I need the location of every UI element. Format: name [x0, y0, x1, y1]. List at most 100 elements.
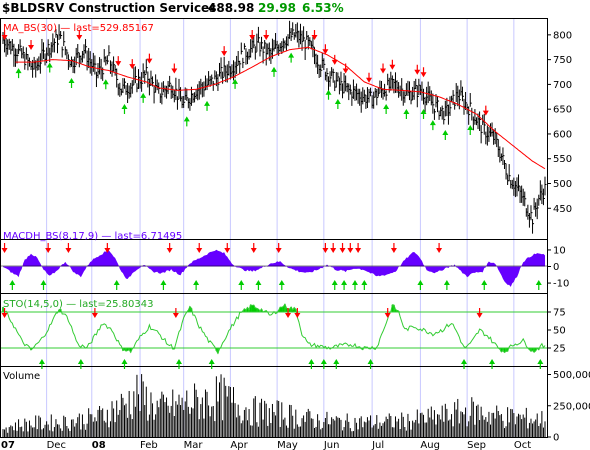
- x-tick-label: May: [277, 440, 298, 450]
- sell-arrow-icon: [339, 243, 346, 253]
- buy-arrow-icon: [467, 125, 474, 136]
- x-tick-label: Oct: [514, 440, 531, 450]
- buy-arrow-icon: [204, 100, 211, 111]
- sell-arrow-icon: [171, 63, 178, 74]
- x-axis: 07 Dec 08 Feb Mar Apr May Jun Jul Aug Sep Oct: [1, 440, 531, 450]
- y-tick-label: 650: [553, 105, 572, 116]
- y-tick-label: 0: [553, 262, 559, 273]
- chart-title: $BLDSRV Construction Services: [2, 1, 216, 15]
- sell-arrow-icon: [322, 44, 329, 55]
- buy-arrow-icon: [383, 103, 390, 114]
- buy-arrow-icon: [102, 79, 109, 90]
- buy-arrow-icon: [417, 280, 424, 290]
- sell-arrow-icon: [311, 30, 318, 40]
- buy-arrow-icon: [535, 280, 542, 290]
- buy-arrow-icon: [160, 280, 167, 290]
- sell-arrow-icon: [342, 63, 349, 74]
- x-tick-label: 08: [92, 440, 106, 450]
- y-tick-label: 0: [553, 433, 559, 444]
- buy-arrow-icon: [232, 78, 239, 89]
- x-tick-label: 07: [1, 440, 15, 450]
- buy-arrow-icon: [68, 77, 75, 88]
- sell-arrow-icon: [104, 243, 111, 253]
- sell-arrow-icon: [91, 308, 98, 318]
- y-tick-label: 10: [553, 245, 566, 256]
- buy-arrow-icon: [333, 359, 340, 369]
- sell-arrow-icon: [196, 243, 203, 253]
- y-tick-label: 250,000: [553, 401, 590, 412]
- sell-arrow-icon: [330, 243, 337, 253]
- buy-arrow-icon: [46, 62, 53, 73]
- signal-arrows: [1, 30, 544, 369]
- y-tick-label: -10: [553, 279, 569, 290]
- y-ticks: 800 750 700 650 600 550 500 450 10 0 -10 75 50 25 500,…: [547, 30, 590, 444]
- buy-arrow-icon: [361, 280, 368, 290]
- buy-arrow-icon: [537, 359, 544, 369]
- sell-arrow-icon: [322, 243, 329, 253]
- buy-arrow-icon: [238, 280, 245, 290]
- buy-arrow-icon: [334, 99, 341, 110]
- buy-arrow-icon: [308, 359, 315, 369]
- sell-arrow-icon: [115, 56, 122, 67]
- buy-arrow-icon: [320, 359, 327, 369]
- buy-arrow-icon: [271, 66, 277, 77]
- sell-arrow-icon: [1, 30, 8, 40]
- sell-arrow-icon: [65, 243, 72, 253]
- buy-arrow-icon: [429, 120, 436, 131]
- buy-arrow-icon: [403, 108, 410, 119]
- x-tick-label: Dec: [47, 440, 66, 450]
- buy-arrow-icon: [489, 359, 496, 369]
- price-change-pct: 6.53%: [302, 1, 344, 15]
- sell-arrow-icon: [146, 53, 153, 64]
- buy-arrow-icon: [461, 359, 468, 369]
- sell-arrow-icon: [347, 243, 354, 253]
- buy-arrow-icon: [208, 359, 215, 369]
- sell-arrow-icon: [172, 308, 179, 318]
- sell-arrow-icon: [129, 59, 136, 70]
- sell-arrow-icon: [275, 243, 282, 253]
- buy-arrow-icon: [442, 130, 449, 140]
- buy-arrow-icon: [341, 280, 348, 290]
- sell-arrow-icon: [294, 308, 301, 318]
- sell-arrow-icon: [476, 308, 483, 318]
- price-bars: [2, 20, 547, 234]
- buy-arrow-icon: [255, 280, 262, 290]
- y-tick-label: 75: [553, 308, 566, 319]
- y-tick-label: 50: [553, 326, 566, 337]
- y-tick-label: 600: [553, 129, 572, 140]
- last-price: 488.98: [208, 1, 254, 15]
- y-tick-label: 450: [553, 204, 572, 215]
- buy-arrow-icon: [443, 280, 450, 290]
- sell-arrow-icon: [380, 63, 387, 74]
- buy-arrow-icon: [15, 68, 22, 79]
- buy-arrow-icon: [325, 89, 332, 100]
- buy-arrow-icon: [288, 52, 295, 63]
- macd-histogram: [3, 249, 545, 287]
- buy-arrow-icon: [77, 359, 84, 369]
- sell-arrow-icon: [482, 105, 489, 116]
- y-tick-label: 800: [553, 30, 572, 41]
- sell-arrow-icon: [285, 308, 292, 318]
- sell-arrow-icon: [366, 72, 373, 83]
- buy-arrow-icon: [481, 280, 488, 290]
- sell-arrow-icon: [166, 243, 173, 253]
- buy-arrow-icon: [121, 359, 128, 369]
- buy-arrow-icon: [175, 359, 182, 369]
- buy-arrow-icon: [278, 280, 285, 290]
- sell-arrow-icon: [76, 30, 83, 40]
- sell-arrow-icon: [28, 39, 35, 50]
- price-change: 29.98: [258, 1, 296, 15]
- buy-arrow-icon: [113, 280, 120, 290]
- buy-arrow-icon: [9, 280, 16, 290]
- buy-arrow-icon: [367, 359, 374, 369]
- y-tick-label: 750: [553, 55, 572, 66]
- buy-arrow-icon: [183, 116, 190, 127]
- y-tick-label: 550: [553, 154, 572, 165]
- sto-legend: STO(14,5,0) — last=25.80343: [3, 299, 153, 310]
- sell-arrow-icon: [384, 308, 391, 318]
- y-tick-label: 500: [553, 179, 572, 190]
- sell-arrow-icon: [221, 46, 228, 57]
- x-tick-label: Aug: [420, 440, 440, 450]
- x-tick-label: Jul: [371, 440, 384, 450]
